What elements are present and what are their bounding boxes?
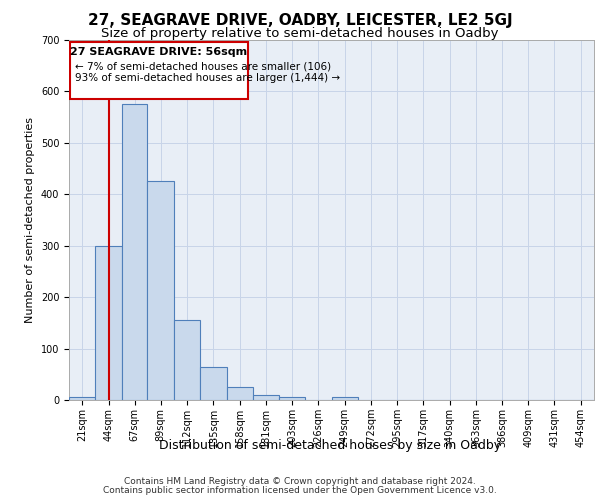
- Bar: [122, 104, 147, 400]
- Bar: [331, 398, 358, 400]
- Text: Contains HM Land Registry data © Crown copyright and database right 2024.: Contains HM Land Registry data © Crown c…: [124, 477, 476, 486]
- Bar: [69, 398, 95, 400]
- Bar: [147, 182, 174, 400]
- Text: Distribution of semi-detached houses by size in Oadby: Distribution of semi-detached houses by …: [159, 440, 501, 452]
- Y-axis label: Number of semi-detached properties: Number of semi-detached properties: [25, 117, 35, 323]
- FancyBboxPatch shape: [70, 42, 248, 99]
- Bar: [95, 246, 122, 400]
- Text: Size of property relative to semi-detached houses in Oadby: Size of property relative to semi-detach…: [101, 28, 499, 40]
- Bar: [253, 395, 278, 400]
- Bar: [227, 387, 253, 400]
- Bar: [200, 366, 227, 400]
- Text: 27, SEAGRAVE DRIVE, OADBY, LEICESTER, LE2 5GJ: 27, SEAGRAVE DRIVE, OADBY, LEICESTER, LE…: [88, 12, 512, 28]
- Text: 93% of semi-detached houses are larger (1,444) →: 93% of semi-detached houses are larger (…: [76, 74, 340, 84]
- Bar: [174, 320, 200, 400]
- Text: Contains public sector information licensed under the Open Government Licence v3: Contains public sector information licen…: [103, 486, 497, 495]
- Bar: [278, 398, 305, 400]
- Text: ← 7% of semi-detached houses are smaller (106): ← 7% of semi-detached houses are smaller…: [76, 61, 331, 71]
- Text: 27 SEAGRAVE DRIVE: 56sqm: 27 SEAGRAVE DRIVE: 56sqm: [70, 46, 247, 56]
